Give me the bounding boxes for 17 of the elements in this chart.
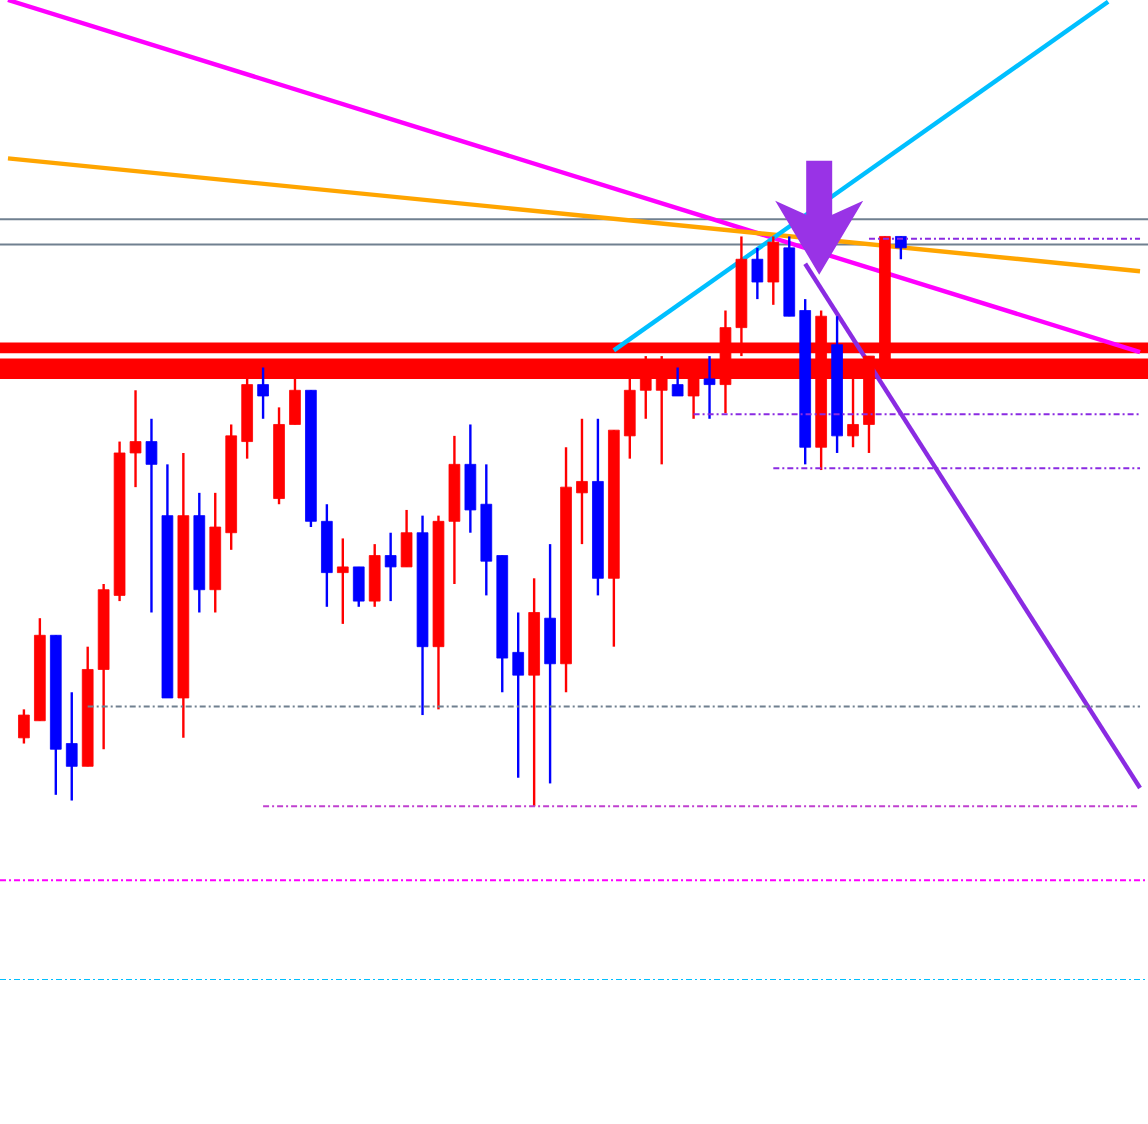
candlestick xyxy=(464,423,477,534)
candlestick xyxy=(336,537,349,626)
candlestick xyxy=(384,531,397,603)
candlestick xyxy=(65,691,78,802)
candlestick xyxy=(544,542,556,785)
candlestick xyxy=(576,417,588,546)
candlestick xyxy=(145,417,158,614)
candlestick xyxy=(767,235,780,307)
candlestick xyxy=(400,508,413,569)
candlestick xyxy=(751,246,764,301)
candlestick xyxy=(352,565,365,608)
candlestick xyxy=(703,354,716,420)
candlestick xyxy=(257,366,269,420)
candlestick xyxy=(18,708,30,745)
candlestick xyxy=(368,542,381,608)
candlestick xyxy=(512,611,525,779)
candlestick xyxy=(671,366,684,398)
